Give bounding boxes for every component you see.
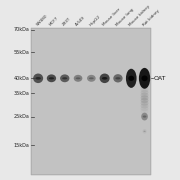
Ellipse shape (126, 69, 137, 88)
Text: Mouse lung: Mouse lung (115, 8, 135, 27)
Text: SW480: SW480 (35, 14, 48, 27)
Ellipse shape (33, 74, 43, 83)
Ellipse shape (141, 95, 148, 100)
Ellipse shape (102, 77, 107, 80)
Ellipse shape (143, 116, 146, 118)
Ellipse shape (35, 77, 41, 80)
Ellipse shape (141, 93, 148, 98)
Text: MCF7: MCF7 (49, 16, 60, 27)
Text: HepG2: HepG2 (89, 14, 101, 27)
Ellipse shape (141, 113, 148, 120)
Text: 35kDa: 35kDa (14, 91, 30, 96)
Ellipse shape (89, 77, 94, 79)
Text: A-549: A-549 (75, 16, 87, 27)
Ellipse shape (139, 68, 150, 89)
Ellipse shape (141, 98, 148, 103)
Bar (31, 28, 151, 175)
Text: 25kDa: 25kDa (14, 114, 30, 119)
Ellipse shape (100, 74, 110, 83)
Ellipse shape (143, 129, 147, 134)
Ellipse shape (49, 77, 54, 79)
Ellipse shape (141, 103, 148, 109)
Ellipse shape (87, 75, 96, 82)
Ellipse shape (47, 74, 56, 82)
Text: Mouse kidney: Mouse kidney (128, 4, 151, 27)
Text: Rat kidney: Rat kidney (142, 9, 160, 27)
Ellipse shape (141, 101, 148, 106)
Text: 70kDa: 70kDa (14, 27, 30, 32)
Ellipse shape (76, 77, 80, 79)
Text: Mouse liver: Mouse liver (102, 8, 121, 27)
Ellipse shape (141, 90, 148, 95)
Ellipse shape (62, 77, 67, 79)
Bar (32, 29, 150, 174)
Ellipse shape (60, 74, 69, 82)
Ellipse shape (141, 87, 148, 92)
Text: 293T: 293T (62, 17, 72, 27)
Text: 15kDa: 15kDa (14, 143, 30, 148)
Ellipse shape (115, 77, 121, 79)
Text: 55kDa: 55kDa (14, 50, 30, 55)
Ellipse shape (74, 75, 82, 82)
Ellipse shape (143, 131, 146, 132)
Ellipse shape (141, 106, 148, 111)
Text: OAT: OAT (153, 76, 166, 81)
Ellipse shape (141, 75, 148, 81)
Ellipse shape (113, 74, 123, 82)
Ellipse shape (128, 76, 134, 81)
Text: 40kDa: 40kDa (14, 76, 30, 81)
